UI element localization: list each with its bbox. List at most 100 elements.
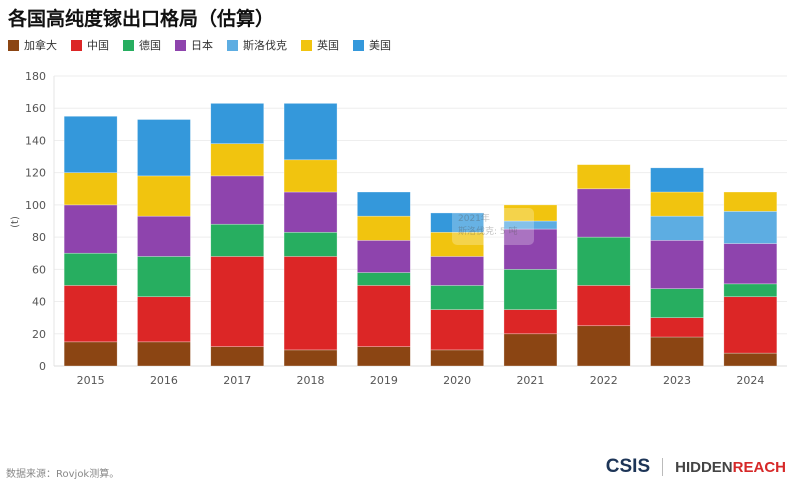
- legend-item[interactable]: 德国: [123, 37, 161, 53]
- x-tick-label: 2019: [370, 374, 398, 387]
- y-tick-label: 180: [25, 70, 46, 83]
- bar-segment: [137, 215, 191, 257]
- bar-segment: [357, 272, 411, 286]
- x-tick-label: 2021: [516, 374, 544, 387]
- bar-segment: [650, 215, 704, 241]
- legend-label: 加拿大: [24, 39, 57, 52]
- chart-title: 各国高纯度镓出口格局（估算）: [8, 8, 275, 30]
- legend-swatch: [301, 39, 312, 51]
- bar-segment: [210, 103, 265, 144]
- x-tick-label: 2018: [297, 374, 325, 387]
- bar-segment: [723, 243, 778, 285]
- legend-swatch: [353, 39, 364, 51]
- bar-segment: [503, 204, 558, 222]
- tooltip: 2021年 斯洛伐克: 5 吨: [452, 208, 534, 245]
- x-tick-label: 2022: [590, 374, 618, 387]
- legend-item[interactable]: 美国: [353, 37, 391, 53]
- bar-segment: [723, 352, 778, 367]
- bar-segment: [430, 212, 484, 233]
- logo: CSIS HIDDEN REACH: [606, 456, 786, 478]
- bar-segment: [576, 285, 631, 327]
- y-tick-label: 100: [25, 199, 46, 212]
- bar-segment: [650, 191, 704, 217]
- y-tick-label: 140: [25, 134, 46, 147]
- bar-segment: [357, 240, 411, 273]
- bar-segment: [650, 240, 704, 289]
- y-tick-label: 120: [25, 167, 46, 180]
- bar-segment: [283, 159, 338, 193]
- bar-segment: [283, 256, 338, 351]
- bar-segment: [137, 119, 191, 177]
- bar-segment: [723, 296, 778, 354]
- bar-segment: [63, 204, 118, 254]
- x-tick-label: 2020: [443, 374, 471, 387]
- bar-segment: [650, 317, 704, 338]
- bar-segment: [357, 191, 411, 217]
- legend-item[interactable]: 加拿大: [8, 37, 57, 53]
- bar-segment: [283, 191, 338, 233]
- bar-segment: [576, 188, 631, 238]
- bar-segment: [63, 341, 118, 367]
- legend-item[interactable]: 中国: [71, 37, 109, 53]
- hiddenreach-logo-part1: HIDDEN: [675, 458, 733, 476]
- bar-segment: [430, 349, 484, 367]
- x-tick-label: 2024: [736, 374, 764, 387]
- hiddenreach-logo-part2: REACH: [732, 458, 786, 476]
- bar-segment: [283, 103, 338, 161]
- bar-segment: [650, 288, 704, 318]
- bar-segment: [137, 256, 191, 298]
- bar-segment: [723, 283, 778, 298]
- tooltip-text: 斯洛伐克: 5 吨: [458, 227, 518, 237]
- bar-segment: [576, 325, 631, 367]
- bar-segment: [650, 336, 704, 367]
- x-tick-label: 2016: [150, 374, 178, 387]
- bar-segment: [210, 223, 265, 257]
- logo-divider: [662, 458, 664, 476]
- bar-segment: [430, 285, 484, 310]
- bar-segment: [357, 346, 411, 367]
- bar-segment: [210, 175, 265, 225]
- bar-segment: [650, 167, 704, 193]
- bar-segment: [283, 231, 338, 257]
- y-tick-label: 0: [39, 360, 46, 373]
- bar-segment: [503, 333, 558, 367]
- bar-segment: [576, 236, 631, 286]
- bar-segment: [357, 285, 411, 347]
- bar-segment: [210, 256, 265, 347]
- bar-segment: [210, 346, 265, 367]
- legend-item[interactable]: 英国: [301, 37, 339, 53]
- legend-item[interactable]: 斯洛伐克: [227, 37, 287, 53]
- x-tick-label: 2015: [77, 374, 105, 387]
- bar-segment: [430, 309, 484, 351]
- bar-segment: [63, 115, 118, 173]
- bar-segment: [63, 285, 118, 343]
- y-tick-label: 60: [32, 263, 46, 276]
- source-note: 数据来源：Rovjok测算。: [6, 469, 120, 480]
- bar-segment: [576, 164, 631, 190]
- y-tick-label: 160: [25, 102, 46, 115]
- legend-swatch: [175, 39, 186, 51]
- bar-segment: [210, 143, 265, 177]
- tooltip-title: 2021年: [458, 214, 490, 224]
- legend-swatch: [8, 39, 19, 51]
- bar-segment: [137, 296, 191, 343]
- legend-label: 中国: [87, 39, 109, 52]
- bar-segment: [137, 175, 191, 217]
- bar-segment: [430, 256, 484, 286]
- bar-segment: [723, 191, 778, 212]
- bar-segment: [63, 172, 118, 206]
- legend-label: 斯洛伐克: [243, 39, 287, 52]
- bar-segment: [357, 215, 411, 241]
- legend-swatch: [71, 39, 82, 51]
- legend-label: 德国: [139, 39, 161, 52]
- bar-segment: [430, 231, 484, 257]
- bar-segment: [283, 349, 338, 367]
- y-axis-label: (t): [10, 216, 21, 228]
- bar-segment: [723, 211, 778, 244]
- legend-label: 英国: [317, 39, 339, 52]
- legend-item[interactable]: 日本: [175, 37, 213, 53]
- legend: 加拿大 中国 德国 日本 斯洛伐克 英国 美国: [8, 37, 391, 53]
- legend-swatch: [227, 39, 238, 51]
- bar-segment: [63, 252, 118, 286]
